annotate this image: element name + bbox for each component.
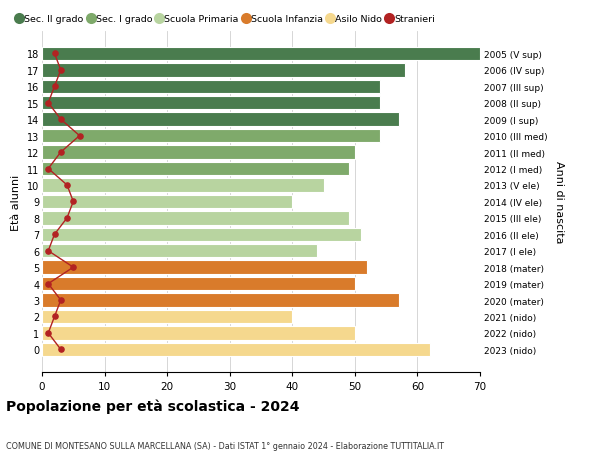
Bar	[42, 228, 361, 241]
Point	[56, 297, 65, 304]
Point	[50, 84, 59, 91]
Bar	[42, 277, 355, 291]
Point	[43, 247, 53, 255]
Bar	[42, 97, 380, 110]
Bar	[42, 294, 398, 307]
Text: COMUNE DI MONTESANO SULLA MARCELLANA (SA) - Dati ISTAT 1° gennaio 2024 - Elabora: COMUNE DI MONTESANO SULLA MARCELLANA (SA…	[6, 441, 444, 450]
Bar	[42, 179, 323, 192]
Point	[43, 166, 53, 173]
Point	[68, 264, 78, 271]
Bar	[42, 48, 480, 61]
Bar	[42, 310, 292, 324]
Point	[56, 67, 65, 74]
Point	[50, 50, 59, 58]
Bar	[42, 245, 317, 258]
Point	[56, 116, 65, 123]
Bar	[42, 129, 380, 143]
Bar	[42, 162, 349, 176]
Bar	[42, 113, 398, 127]
Point	[50, 313, 59, 320]
Bar	[42, 212, 349, 225]
Point	[43, 280, 53, 288]
Point	[62, 182, 72, 189]
Y-axis label: Età alunni: Età alunni	[11, 174, 21, 230]
Point	[75, 133, 85, 140]
Legend: Sec. II grado, Sec. I grado, Scuola Primaria, Scuola Infanzia, Asilo Nido, Stran: Sec. II grado, Sec. I grado, Scuola Prim…	[17, 15, 436, 24]
Bar	[42, 195, 292, 209]
Point	[56, 149, 65, 157]
Point	[50, 231, 59, 238]
Bar	[42, 64, 405, 78]
Point	[62, 215, 72, 222]
Bar	[42, 261, 367, 274]
Y-axis label: Anni di nascita: Anni di nascita	[554, 161, 565, 243]
Point	[56, 346, 65, 353]
Bar	[42, 146, 355, 159]
Point	[43, 100, 53, 107]
Bar	[42, 326, 355, 340]
Point	[43, 330, 53, 337]
Bar	[42, 343, 430, 356]
Bar	[42, 80, 380, 94]
Text: Popolazione per età scolastica - 2024: Popolazione per età scolastica - 2024	[6, 398, 299, 413]
Point	[68, 198, 78, 206]
